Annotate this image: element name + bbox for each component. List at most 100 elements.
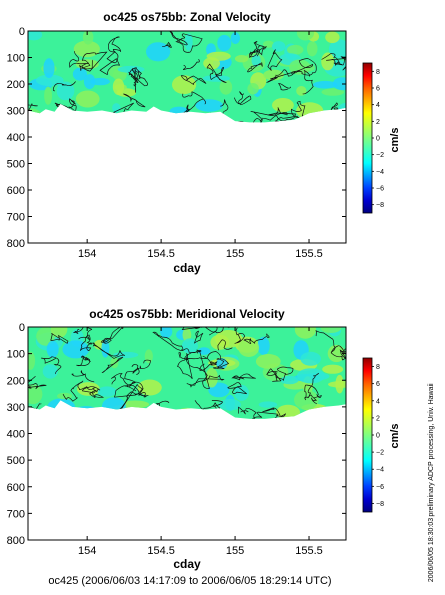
contour-line [304,384,322,399]
timestamp: 2006/06/05 18:30:03 [428,518,435,582]
x-axis-label: cday [173,261,201,275]
velocity-patch [300,351,322,366]
contour-line [123,93,146,108]
colorbar-tick-label: −8 [376,202,384,209]
x-tick-label: 154.5 [147,248,175,260]
meridional-velocity-panel: oc425 os75bb: Meridional Velocity 010020… [7,307,401,571]
y-tick-label: 800 [7,238,25,250]
x-tick-label: 154 [78,545,96,557]
contour-line [340,350,346,360]
velocity-patch [28,31,43,41]
contour-line [231,373,256,381]
velocity-patch [238,338,260,357]
x-tick-label: 155 [226,248,244,260]
colorbar-tick-label: 0 [376,433,380,440]
contour-line [100,327,124,344]
colorbar-tick-label: −4 [376,169,384,176]
velocity-patch [145,110,157,119]
colorbar-scale [362,62,373,214]
velocity-patch [203,57,221,70]
contour-line [131,359,151,374]
y-tick-label: 300 [7,402,25,414]
contour-line [333,112,346,123]
colorbar-tick-label: 0 [376,136,380,143]
colorbar-tick-label: −2 [376,152,384,159]
contour-line [234,121,253,123]
velocity-patch [336,103,346,122]
colorbar-tick-label: −2 [376,450,384,457]
velocity-patch [44,86,53,105]
velocity-patches [28,31,346,123]
velocity-patch [296,31,315,41]
contour-line [266,366,294,382]
velocity-patch [255,354,281,369]
contour-line [212,358,230,370]
contour-line [101,356,124,373]
colorbar-tick-label: 6 [376,86,380,93]
contour-line [233,91,252,106]
contour-line [249,41,265,58]
contour-line [152,331,184,351]
velocity-patch [82,31,94,45]
velocity-patch [306,41,318,57]
contour-line [267,49,283,71]
contour-line [315,330,336,353]
contour-line [265,69,301,83]
colorbar-tick-label: −4 [376,467,384,474]
x-tick-label: 155.5 [295,545,323,557]
contour-line [266,368,282,382]
velocity-patch [177,407,197,417]
colorbar: 8 6 4 2 0 −2 −4 −6 −8 [362,357,384,513]
contour-line [175,33,203,53]
velocity-patch [112,413,138,419]
colorbar-tick-label: −6 [376,484,384,491]
velocity-patch [219,79,233,95]
contour-line [79,334,93,351]
contour-line [168,31,188,46]
contour-line [71,369,95,383]
velocity-patch [276,404,301,419]
velocity-patch [296,102,324,120]
velocity-patch [47,398,76,416]
contour-line [209,112,223,123]
velocity-patch [272,41,286,52]
x-axis: 154 154.5 155 155.5 [78,327,323,557]
contour-line [78,125,101,148]
contour-line [113,381,147,398]
contour-line [76,355,91,367]
contour-line [60,114,92,123]
colorbar-tick-label: 2 [376,119,380,126]
velocity-patch [217,34,232,52]
velocity-patch [43,58,55,78]
contour-line [182,91,206,105]
y-tick-label: 200 [7,79,25,91]
contour-line [291,100,306,120]
colorbar-tick-label: −6 [376,186,384,193]
y-tick-label: 100 [7,349,25,361]
velocity-patch [218,399,241,411]
velocity-patch [234,55,249,63]
y-tick-label: 0 [19,322,25,334]
velocity-patch [327,344,346,363]
y-axis: 0 100 200 300 400 500 600 700 800 [7,26,346,250]
velocity-patch [206,117,217,123]
y-tick-label: 700 [7,212,25,224]
velocity-patch [272,98,294,113]
contour-line [200,123,224,139]
velocity-patch [184,33,193,51]
contour-line [274,120,295,123]
velocity-patch [294,327,316,339]
y-tick-label: 400 [7,429,25,441]
contour-line [243,333,270,344]
contour-line [193,330,204,344]
contour-line [38,121,54,123]
x-tick-label: 155 [226,545,244,557]
contour-line [50,333,69,344]
velocity-patch [105,414,134,419]
velocity-patch [28,351,36,370]
velocity-patch [56,81,75,101]
contour-line [262,407,286,417]
contour-line [234,327,246,344]
contour-line [237,406,249,415]
y-tick-label: 0 [19,26,25,38]
